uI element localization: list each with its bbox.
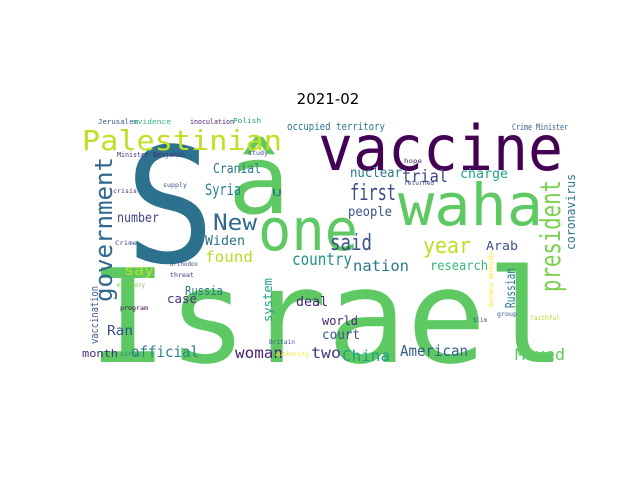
- word: Arab: [486, 239, 518, 253]
- word: world: [322, 314, 358, 328]
- word: Polish: [233, 117, 261, 125]
- word: crisis: [113, 188, 137, 195]
- word: Israel: [88, 241, 566, 393]
- word: case: [167, 292, 197, 306]
- word: Cranial: [213, 162, 261, 177]
- word: court: [322, 328, 360, 343]
- word: waha: [398, 171, 543, 239]
- word: trial: [402, 167, 448, 187]
- word: Crime: [115, 240, 137, 247]
- word: Jerusalem: [98, 118, 138, 126]
- word: woman: [235, 344, 283, 362]
- word: country: [292, 250, 352, 270]
- word: authority: [275, 351, 309, 358]
- word: say: [124, 263, 154, 279]
- word: Crime Minister: [512, 123, 568, 133]
- word: one: [258, 196, 358, 264]
- word: Minister Benjamin: [117, 151, 185, 159]
- word: president: [534, 180, 567, 292]
- word: deal: [296, 295, 328, 310]
- word: China: [342, 347, 390, 365]
- word: Syria: [205, 180, 241, 199]
- word: nuclear: [350, 166, 402, 181]
- word: Widen: [205, 234, 245, 249]
- word: returned: [404, 180, 434, 187]
- word: Benjamin Netanyahu: [488, 251, 495, 307]
- word: nation: [353, 257, 409, 275]
- word: virus: [120, 351, 140, 358]
- word: inoculation: [190, 118, 234, 126]
- word: official: [131, 343, 199, 361]
- word: supply: [163, 182, 187, 189]
- word: first: [350, 181, 396, 206]
- word: faithful: [530, 315, 560, 322]
- word: threat: [170, 272, 194, 279]
- word: Moved: [515, 345, 565, 364]
- word: New: [213, 211, 258, 236]
- word: system: [261, 278, 275, 322]
- word: Palestinian: [82, 124, 282, 157]
- word: evidence: [133, 118, 171, 126]
- word: vaccination: [88, 286, 101, 344]
- word: program: [120, 305, 148, 312]
- word: month: [82, 347, 118, 360]
- word: military: [117, 282, 145, 289]
- word: year: [423, 234, 471, 259]
- word: number: [117, 211, 159, 226]
- word: Ran: [107, 324, 133, 339]
- word: â: [228, 126, 290, 236]
- word: group: [497, 311, 517, 318]
- word: study: [248, 150, 268, 157]
- word: research: [430, 259, 488, 274]
- word: two: [311, 344, 341, 362]
- word: found: [205, 248, 253, 266]
- word: Orthodox: [170, 261, 198, 268]
- word: people: [348, 205, 392, 220]
- word: coronavirus: [564, 174, 578, 250]
- word: hope: [404, 158, 422, 165]
- word: said: [330, 231, 372, 256]
- word: government: [90, 157, 118, 302]
- word: U: [272, 188, 282, 199]
- word: occupied territory: [287, 120, 385, 133]
- word: Britain: [269, 339, 295, 346]
- word: S: [125, 113, 215, 300]
- word: Slim: [473, 317, 487, 324]
- word: Russia: [185, 284, 223, 298]
- word: Russian: [504, 268, 519, 308]
- word: American: [400, 342, 468, 360]
- word: charge: [460, 167, 508, 182]
- word: vaccine: [318, 112, 563, 185]
- chart-title: 2021-02: [297, 90, 360, 108]
